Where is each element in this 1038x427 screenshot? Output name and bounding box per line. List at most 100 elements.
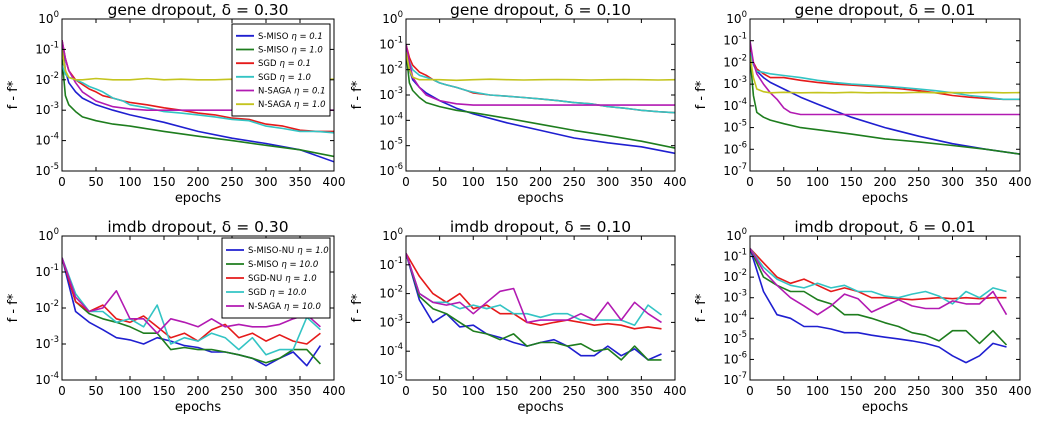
y-tick-label: 100 <box>382 10 403 26</box>
series-group <box>406 252 662 361</box>
y-tick-label: 10-3 <box>35 101 59 117</box>
legend-label: S-MISO-NU η = 1.0 <box>248 246 329 256</box>
x-tick-label: 100 <box>806 175 829 189</box>
y-tick-label: 10-5 <box>379 371 403 387</box>
series-line <box>62 58 334 158</box>
y-tick-label: 10-7 <box>723 162 747 178</box>
x-tick-label: 0 <box>746 384 754 398</box>
series-line <box>750 248 1008 346</box>
x-tick-label: 350 <box>289 175 312 189</box>
x-tick-label: 50 <box>88 175 103 189</box>
x-tick-label: 350 <box>975 384 998 398</box>
y-tick-label: 10-3 <box>723 75 747 91</box>
series-line <box>750 55 1020 155</box>
x-tick-label: 50 <box>776 175 791 189</box>
y-tick-label: 10-3 <box>379 313 403 329</box>
y-tick-label: 10-5 <box>35 162 59 178</box>
series-line <box>62 40 334 133</box>
x-axis-label: epochs <box>862 191 909 206</box>
x-tick-label: 300 <box>596 175 619 189</box>
series-line <box>62 65 334 134</box>
x-tick-label: 250 <box>563 384 586 398</box>
series-line <box>750 247 1007 305</box>
x-tick-label: 0 <box>58 384 66 398</box>
y-axis-label: f - f* <box>6 293 21 322</box>
plot-frame <box>749 235 1021 381</box>
y-tick-label: 10-4 <box>379 342 403 358</box>
x-tick-label: 250 <box>563 175 586 189</box>
x-tick-label: 300 <box>255 384 278 398</box>
series-group <box>750 40 1020 155</box>
legend: S-MISO-NU η = 1.0 S-MISO η = 10.0 SGD-NU η = … <box>221 237 331 319</box>
y-tick-label: 10-5 <box>379 137 403 153</box>
series-line <box>750 40 1020 116</box>
series-line <box>62 257 321 356</box>
x-tick-label: 150 <box>840 175 863 189</box>
x-tick-label: 150 <box>495 384 518 398</box>
y-axis-label: f - f* <box>350 80 365 109</box>
series-group <box>62 257 322 367</box>
x-axis-label: epochs <box>517 400 564 415</box>
legend-label: N-SAGA η = 1.0 <box>258 100 325 110</box>
x-tick-label: 400 <box>323 384 346 398</box>
y-axis-label: f - f* <box>694 80 709 109</box>
legend-label: SGD η = 0.1 <box>258 59 311 69</box>
y-tick-label: 10-6 <box>379 162 403 178</box>
x-axis-label: epochs <box>862 400 909 415</box>
legend-label: SGD-NU η = 1.0 <box>248 274 317 284</box>
y-axis-label: f - f* <box>6 80 21 109</box>
y-axis-label: f - f* <box>694 293 709 322</box>
y-tick-label: 10-6 <box>723 140 747 156</box>
series-line <box>750 47 1020 101</box>
chart-title: gene dropout, δ = 0.01 <box>795 1 976 19</box>
y-tick-label: 10-2 <box>379 61 403 77</box>
x-tick-label: 150 <box>153 175 176 189</box>
x-tick-label: 0 <box>58 175 66 189</box>
y-tick-label: 10-1 <box>723 32 747 48</box>
legend: S-MISO η = 0.1 S-MISO η = 1.0 SGD η = 0.1 SGD η… <box>231 23 331 117</box>
series-line <box>406 252 662 330</box>
chart-title: gene dropout, δ = 0.30 <box>108 1 289 19</box>
series-line <box>62 257 321 345</box>
series-group <box>406 44 675 155</box>
series-line <box>62 257 321 335</box>
x-tick-label: 150 <box>840 384 863 398</box>
series-line <box>750 55 1020 94</box>
x-tick-label: 400 <box>1009 384 1032 398</box>
series-line <box>406 44 675 106</box>
x-tick-label: 0 <box>402 175 410 189</box>
y-tick-label: 10-7 <box>723 371 747 387</box>
x-tick-label: 200 <box>529 175 552 189</box>
legend-label: S-MISO η = 0.1 <box>258 32 323 42</box>
legend-label: S-MISO η = 1.0 <box>258 46 323 56</box>
y-tick-label: 10-2 <box>35 299 59 315</box>
x-tick-label: 350 <box>289 384 312 398</box>
series-line <box>406 51 675 82</box>
x-tick-label: 0 <box>402 384 410 398</box>
series-line <box>62 257 321 365</box>
legend-box <box>221 237 331 319</box>
chart-panel: 0 50 100 150 200 250 300 350 400 10-7 10-6 10-5 10-4… <box>694 1 1031 206</box>
y-tick-label: 10-3 <box>35 335 59 351</box>
x-tick-label: 300 <box>941 384 964 398</box>
series-line <box>750 247 1007 301</box>
y-tick-label: 10-1 <box>379 256 403 272</box>
y-tick-label: 10-3 <box>723 289 747 305</box>
y-tick-label: 100 <box>726 10 747 26</box>
x-tick-label: 0 <box>746 175 754 189</box>
y-tick-label: 10-5 <box>723 119 747 135</box>
x-tick-label: 300 <box>596 384 619 398</box>
series-line <box>750 47 1020 155</box>
x-tick-label: 200 <box>187 384 210 398</box>
y-tick-label: 10-2 <box>723 53 747 69</box>
chart-title: imdb dropout, δ = 0.01 <box>794 218 975 236</box>
legend-label: S-MISO η = 10.0 <box>248 260 318 270</box>
x-tick-label: 300 <box>255 175 278 189</box>
x-tick-label: 250 <box>907 384 930 398</box>
legend-label: N-SAGA η = 0.1 <box>258 87 325 97</box>
x-tick-label: 150 <box>153 384 176 398</box>
plot-frame <box>405 235 676 381</box>
x-tick-label: 250 <box>221 175 244 189</box>
chart-panel: 0 50 100 150 200 250 300 350 400 10-7 10-6 10-5 10-4… <box>694 218 1031 415</box>
